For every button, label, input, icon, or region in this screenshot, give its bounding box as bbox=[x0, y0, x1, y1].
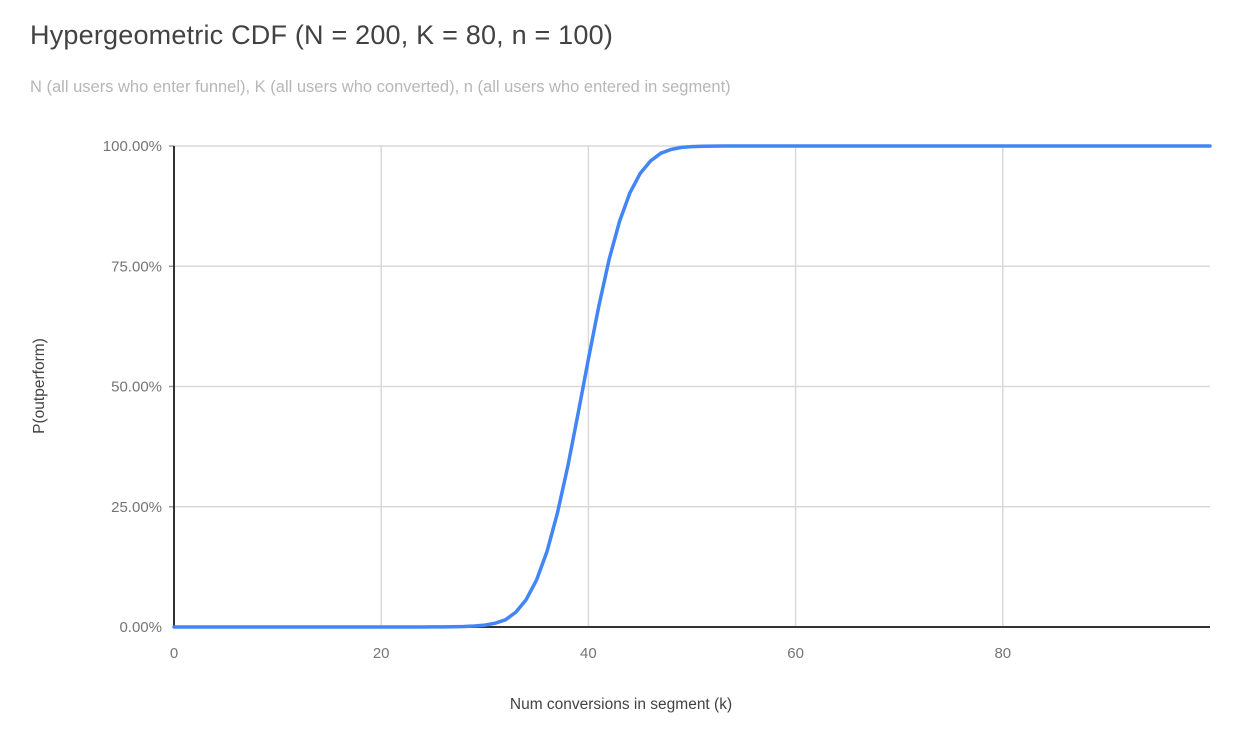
x-axis-title: Num conversions in segment (k) bbox=[509, 696, 733, 713]
y-tick-label: 50.00% bbox=[111, 379, 162, 396]
y-tick-label: 25.00% bbox=[111, 499, 162, 516]
cdf-curve bbox=[172, 144, 1212, 629]
chart-subtitle: N (all users who enter funnel), K (all u… bbox=[30, 78, 731, 96]
x-tick-label: 40 bbox=[580, 645, 597, 662]
y-tick-label: 75.00% bbox=[111, 258, 162, 275]
y-axis-title: P(outperform) bbox=[31, 338, 48, 434]
x-tick-label: 80 bbox=[994, 645, 1011, 662]
y-tick-label: 100.00% bbox=[103, 138, 162, 155]
x-tick-label: 0 bbox=[170, 645, 178, 662]
y-tick-label: 0.00% bbox=[119, 619, 162, 636]
x-tick-label: 20 bbox=[373, 645, 390, 662]
x-tick-label: 60 bbox=[787, 645, 804, 662]
chart-title: Hypergeometric CDF (N = 200, K = 80, n =… bbox=[30, 20, 614, 50]
